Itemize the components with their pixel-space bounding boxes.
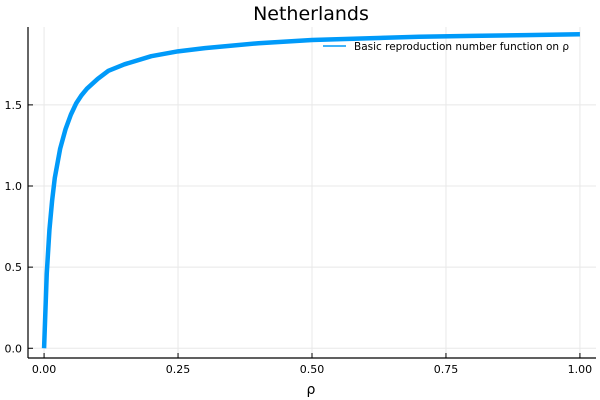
series-layer — [41, 32, 580, 349]
x-axis-label: ρ — [307, 382, 316, 398]
x-tick-label: 0.00 — [32, 363, 57, 376]
x-tick-label: 1.00 — [568, 363, 593, 376]
ticks: 0.00 0.25 0.50 0.75 1.00 0.0 0.5 1.0 1.5 — [5, 99, 593, 376]
y-tick-label: 1.5 — [5, 99, 23, 112]
legend: Basic reproduction number function on ρ — [323, 41, 569, 53]
x-tick-label: 0.25 — [166, 363, 191, 376]
chart-title: Netherlands — [253, 3, 369, 25]
y-tick-label: 0.5 — [5, 261, 23, 274]
y-tick-label: 0.0 — [5, 342, 23, 355]
y-tick-label: 1.0 — [5, 180, 23, 193]
x-tick-label: 0.50 — [300, 363, 325, 376]
legend-label: Basic reproduction number function on ρ — [354, 41, 569, 53]
grid — [28, 27, 596, 358]
series-line — [41, 32, 580, 349]
x-tick-label: 0.75 — [434, 363, 459, 376]
